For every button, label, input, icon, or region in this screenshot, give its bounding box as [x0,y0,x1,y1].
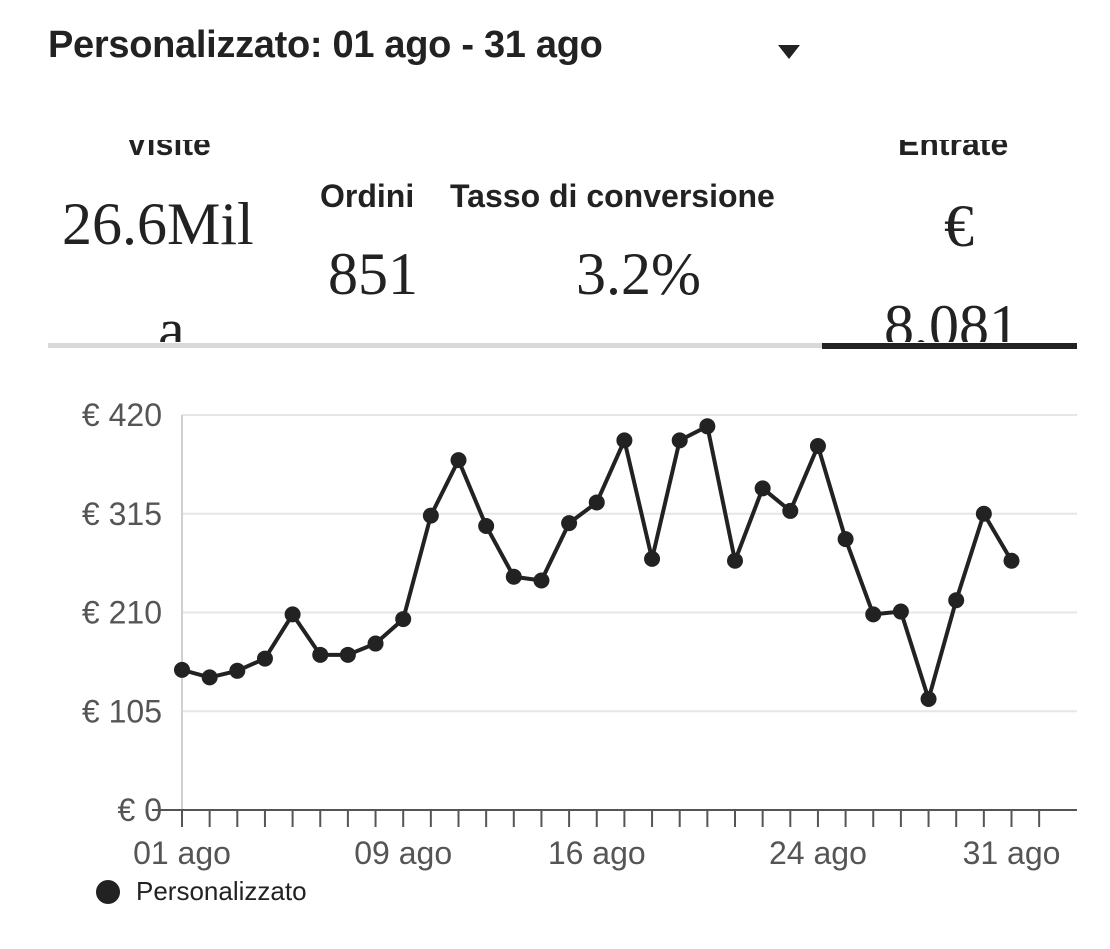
data-point [782,502,799,519]
y-tick-label: € 210 [82,595,162,631]
data-point [920,691,937,708]
metric-value-revenue: 8,081 [884,293,1019,342]
metric-value-visits-wrap: a [158,297,185,342]
metric-tab-revenue[interactable]: Entrate € 8,081 [822,140,1077,345]
x-tick-label: 16 ago [548,835,646,871]
data-point [478,517,495,534]
data-point [229,662,246,679]
active-tab-indicator [822,343,1077,349]
data-point [422,507,439,524]
legend-series-label: Personalizzato [136,876,307,906]
metric-value-revenue-currency: € [944,193,974,259]
metric-value-orders: 851 [328,241,418,307]
revenue-line-chart: € 0 € 105 € 210 € 315 € 420 01 ago 09 ago 16 ag… [0,380,1110,880]
data-point [892,603,909,620]
y-tick-label: € 105 [82,693,162,729]
data-point [450,452,467,469]
metric-label-visits: Visite [126,140,211,162]
data-point [644,550,661,567]
data-point [865,606,882,623]
data-point [588,494,605,511]
data-point [174,661,190,678]
x-tick-label: 01 ago [133,835,231,871]
metric-label-orders: Ordini [320,178,415,214]
metric-label-revenue: Entrate [898,140,1009,162]
data-point [339,646,356,663]
tabs-divider [48,343,822,348]
chart-legend[interactable]: Personalizzato [96,876,307,907]
metric-tab-orders[interactable]: Ordini 851 [318,176,448,341]
chevron-down-icon[interactable] [776,42,802,62]
data-point [754,480,771,497]
data-point [699,418,716,435]
x-tick-label: 24 ago [769,835,867,871]
data-point [1003,552,1020,569]
data-point [948,592,965,609]
data-point [284,606,301,623]
data-point [616,432,633,449]
series-line [181,424,1014,702]
data-point [809,438,826,455]
legend-series-marker [96,879,120,904]
metric-tab-visits[interactable]: Visite 26.6Mil a [48,140,308,345]
metric-value-visits: 26.6Mil [62,191,254,257]
data-point [533,572,550,589]
data-point [367,635,384,652]
data-point [561,515,578,532]
data-point [256,650,273,667]
data-point [312,646,329,663]
x-tick-label: 31 ago [963,835,1061,871]
data-point [727,552,743,569]
x-tick-label: 09 ago [354,835,452,871]
data-point [395,611,412,628]
data-point [837,531,854,548]
data-point [975,505,992,522]
data-point [671,432,688,449]
metric-tab-conversion[interactable]: Tasso di conversione 3.2% [450,176,850,341]
data-point [505,568,522,585]
y-tick-label: € 315 [82,496,162,532]
metric-value-conversion: 3.2% [576,241,701,307]
data-point [201,669,218,686]
metric-label-conversion: Tasso di conversione [450,178,775,214]
date-range-title[interactable]: Personalizzato: 01 ago - 31 ago [48,24,603,66]
y-tick-label: € 420 [82,397,162,433]
